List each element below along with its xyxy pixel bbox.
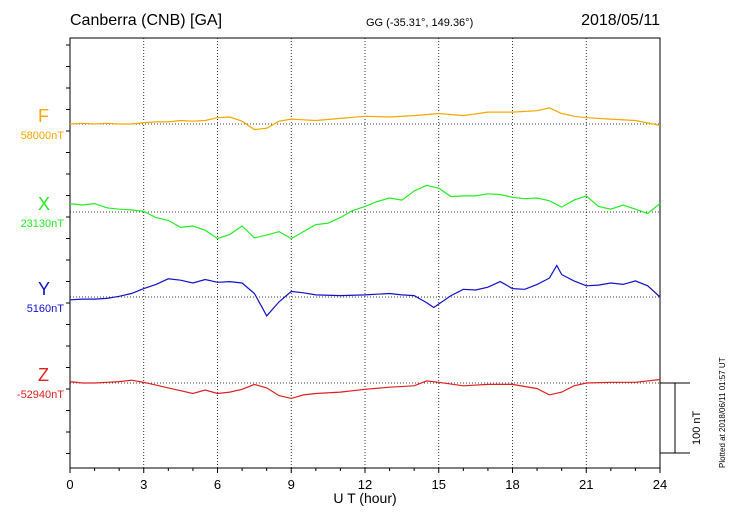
channel-y-label: Y	[38, 279, 50, 300]
plotted-timestamp: Plotted at 2018/06/11 01:57 UT	[718, 357, 727, 468]
channel-z-baseline-label: -52940nT	[17, 389, 64, 401]
channel-f-label: F	[38, 106, 49, 127]
channel-y-baseline-label: 5160nT	[27, 303, 64, 315]
scale-bar-label: 100 nT	[691, 411, 703, 445]
series-f-line	[70, 108, 660, 130]
channel-x-label: X	[38, 194, 50, 215]
channel-z-label: Z	[38, 365, 49, 386]
x-axis-label: U T (hour)	[0, 490, 730, 506]
plot-frame	[70, 38, 660, 468]
channel-f-baseline-label: 58000nT	[21, 130, 64, 142]
channel-x-baseline-label: 23130nT	[21, 218, 64, 230]
